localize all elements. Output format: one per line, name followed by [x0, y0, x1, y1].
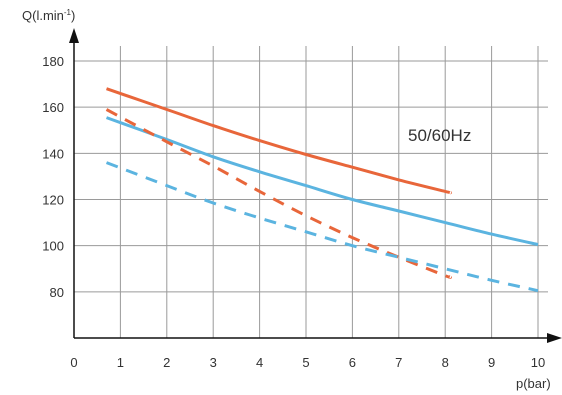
series-line-4-dashed	[105, 161, 539, 293]
y-axis-arrow	[69, 28, 79, 43]
x-tick-label-7: 7	[395, 355, 402, 370]
series-line-2-solid	[105, 116, 539, 246]
grid	[74, 46, 548, 338]
y-axis-label-superscript: -1	[64, 8, 72, 17]
series-line-1-solid	[106, 87, 452, 195]
x-tick-label-9: 9	[488, 355, 495, 370]
x-tick-label-3: 3	[210, 355, 217, 370]
y-axis-label: Q(l.min-1)	[22, 8, 75, 23]
x-tick-label-8: 8	[442, 355, 449, 370]
series-line-3-dashed	[105, 108, 452, 279]
y-tick-label-140: 140	[42, 146, 64, 161]
x-tick-label-5: 5	[302, 355, 309, 370]
y-tick-label-120: 120	[42, 193, 64, 208]
x-axis-arrow	[547, 333, 562, 343]
tick-labels: 0 1 2 3 4 5 6 7 8 9 10 80 100 120 140 160 180	[42, 54, 545, 370]
y-tick-label-160: 160	[42, 100, 64, 115]
x-tick-label-10: 10	[531, 355, 545, 370]
axes	[69, 28, 562, 343]
y-axis-label-close: )	[71, 8, 75, 23]
x-axis-label: p(bar)	[516, 376, 551, 391]
y-tick-label-180: 180	[42, 54, 64, 69]
series	[105, 87, 539, 293]
x-tick-label-0: 0	[70, 355, 77, 370]
x-tick-label-2: 2	[163, 355, 170, 370]
x-tick-label-4: 4	[256, 355, 263, 370]
frequency-annotation: 50/60Hz	[408, 126, 471, 145]
x-tick-label-6: 6	[349, 355, 356, 370]
y-tick-label-80: 80	[50, 285, 64, 300]
x-tick-label-1: 1	[117, 355, 124, 370]
y-axis-label-main: Q(l.min	[22, 8, 64, 23]
y-tick-label-100: 100	[42, 239, 64, 254]
